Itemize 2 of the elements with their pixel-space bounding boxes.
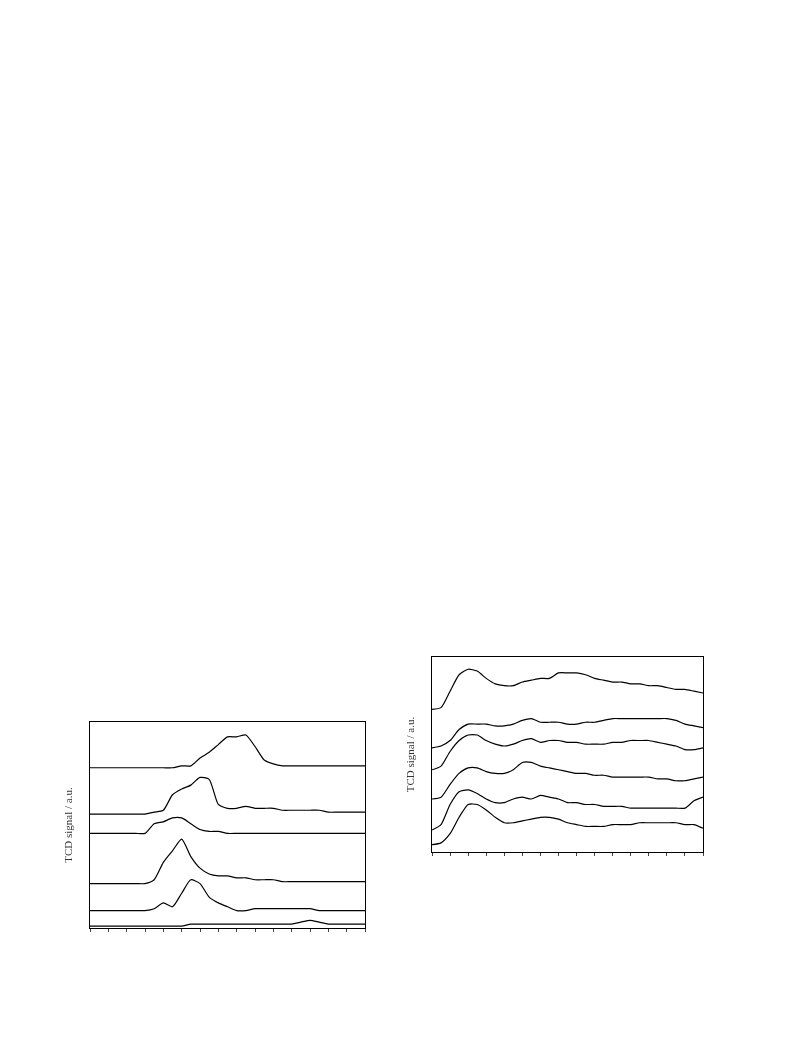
y-axis-title: TCD signal / a.u. — [61, 787, 74, 863]
y-axis-title: TCD signal / a.u. — [403, 716, 416, 793]
